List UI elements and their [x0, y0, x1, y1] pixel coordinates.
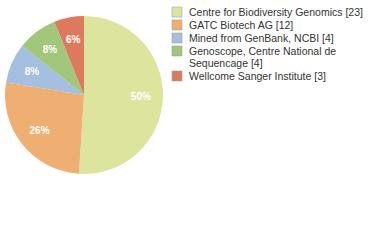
legend-label: Genoscope, Centre National deSequencage …: [189, 45, 336, 69]
legend-item: Centre for Biodiversity Genomics [23]: [172, 6, 363, 18]
data-label: 6%: [66, 34, 81, 45]
slice: [54, 16, 84, 95]
slice: [79, 16, 163, 174]
data-label: 8%: [25, 66, 40, 77]
legend-item: Genoscope, Centre National deSequencage …: [172, 45, 336, 69]
legend-item: GATC Biotech AG [12]: [172, 19, 293, 31]
legend-label: GATC Biotech AG [12]: [189, 19, 293, 31]
data-label: 50%: [131, 91, 151, 102]
legend: Centre for Biodiversity Genomics [23]GAT…: [172, 6, 363, 82]
legend-swatch: [172, 71, 182, 81]
legend-swatch: [172, 33, 182, 43]
pie: [5, 16, 163, 174]
legend-swatch: [172, 7, 182, 17]
legend-label: Centre for Biodiversity Genomics [23]: [189, 6, 363, 18]
legend-swatch: [172, 46, 182, 56]
legend-item: Wellcome Sanger Institute [3]: [172, 70, 326, 82]
data-label: 26%: [30, 125, 50, 136]
legend-swatch: [172, 20, 182, 30]
chart: 50% 26% 8%8% 6% Centre for Biodiversity Geno…: [0, 0, 380, 240]
legend-item: Mined from GenBank, NCBI [4]: [172, 32, 334, 44]
legend-label: Mined from GenBank, NCBI [4]: [189, 32, 334, 44]
data-labels: 50% 26% 8%8% 6%: [25, 34, 151, 136]
data-label: 8%: [43, 44, 58, 55]
legend-label: Wellcome Sanger Institute [3]: [189, 70, 326, 82]
slice: [5, 82, 84, 173]
